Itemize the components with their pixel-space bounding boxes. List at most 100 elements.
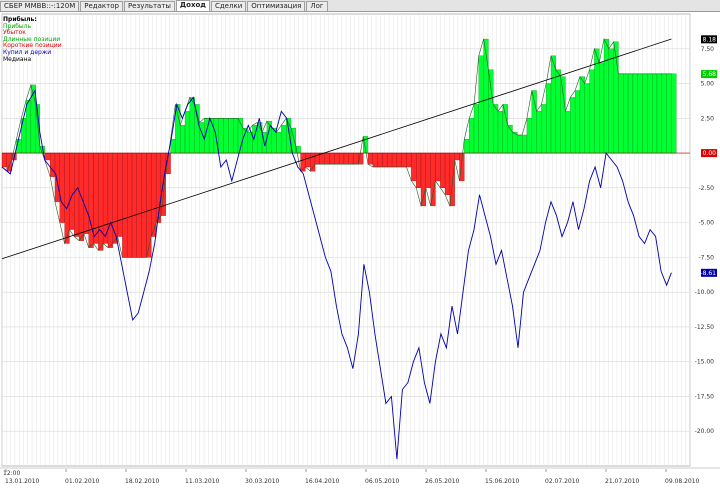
loss-bar <box>367 152 373 165</box>
loss-bar <box>305 152 311 168</box>
loss-bar <box>74 152 80 237</box>
x-tick-label: 11.03.2010 <box>185 478 220 485</box>
loss-bar <box>122 152 128 258</box>
x-tick-label: 16.04.2010 <box>305 478 340 485</box>
tab-income[interactable]: Доход <box>175 0 210 11</box>
loss-bar <box>430 152 436 207</box>
x-tick-label: 06.05.2010 <box>365 478 400 485</box>
y-tick-label: -7.50 <box>698 254 714 261</box>
profit-bar <box>189 97 195 154</box>
income-chart: 7.50 5.00 2.50 0.00 -2.50 -5.00 -7.50 -10.00 -12… <box>0 13 720 485</box>
value-tag-bg <box>701 149 717 158</box>
profit-bar <box>526 118 532 154</box>
loss-bar <box>83 152 89 234</box>
tab-bar: СБЕР MMBB::-:120M Редактор Результаты До… <box>0 0 720 12</box>
value-tag-bg <box>701 70 717 79</box>
profit-bar <box>521 134 528 154</box>
loss-bar <box>416 152 422 188</box>
x-tick-label: 26.05.2010 <box>425 478 460 485</box>
loss-bar <box>334 152 340 165</box>
loss-bar <box>141 152 147 258</box>
legend-item-buyhold: Купил и держи <box>3 48 52 56</box>
profit-bar <box>218 118 224 154</box>
y-tick-label: 7.50 <box>701 46 715 53</box>
loss-bar <box>324 152 330 165</box>
x-tick-label: 01.02.2010 <box>65 478 100 485</box>
tab-trades[interactable]: Сделки <box>210 1 247 11</box>
profit-bar <box>589 69 595 154</box>
legend-title: Прибыль: <box>3 16 37 23</box>
profit-bar <box>623 73 629 154</box>
tab-instrument[interactable]: СБЕР MMBB::-:120M <box>0 1 80 11</box>
value-tag-label: 8.18 <box>703 36 717 43</box>
profit-bar <box>637 73 643 154</box>
loss-bar <box>64 152 70 244</box>
loss-bar <box>372 152 378 168</box>
loss-bar <box>102 152 109 244</box>
profit-bar <box>541 104 547 154</box>
tab-optimization[interactable]: Оптимизация <box>247 1 306 11</box>
profit-bar <box>194 104 200 154</box>
profit-bar <box>473 104 479 154</box>
value-tag-label: -8.61 <box>700 270 716 277</box>
loss-bar <box>310 152 316 172</box>
loss-bar <box>136 152 142 258</box>
legend-item-profit: Прибыль <box>3 22 32 30</box>
loss-bar <box>107 152 113 248</box>
loss-bar <box>411 152 417 182</box>
x-tick-label: 02.07.2010 <box>545 478 580 485</box>
profit-bar <box>478 55 484 154</box>
profit-bar <box>25 100 32 154</box>
profit-bar <box>180 125 186 154</box>
loss-bar <box>59 152 65 223</box>
profit-bar <box>170 139 176 154</box>
median-line <box>1 38 672 260</box>
loss-bar <box>343 152 349 165</box>
loss-bar <box>69 152 75 230</box>
profit-bar <box>618 73 624 154</box>
profit-bar <box>546 83 552 154</box>
loss-bar <box>382 152 388 168</box>
value-tag-label: 0.00 <box>703 150 717 157</box>
profit-bar <box>276 132 282 154</box>
loss-bar <box>117 152 123 237</box>
y-tick-label: -17.50 <box>695 393 715 400</box>
profit-bar <box>464 139 470 154</box>
profit-bar <box>627 73 634 154</box>
profit-bar <box>647 73 653 154</box>
loss-bar <box>1 152 7 168</box>
tab-results[interactable]: Результаты <box>123 1 175 11</box>
loss-bar <box>300 152 306 172</box>
tab-editor[interactable]: Редактор <box>80 1 123 11</box>
loss-bar <box>406 152 412 168</box>
profit-bar <box>632 73 638 154</box>
y-tick-label: 2.50 <box>701 115 715 122</box>
chart-legend: Прибыль: Прибыль Убыток Длинные позиции … <box>3 16 62 63</box>
x-tick-label: 18.02.2010 <box>125 478 160 485</box>
profit-bar <box>233 118 239 154</box>
y-tick-label: -15.00 <box>695 359 715 366</box>
loss-bar <box>329 152 335 165</box>
time-label: 12:00 <box>3 470 20 477</box>
legend-item-long: Длинные позиции <box>3 35 61 43</box>
profit-bar <box>661 73 667 154</box>
profit-bar <box>574 90 581 154</box>
loss-bar <box>387 152 393 168</box>
x-tick-label: 21.07.2010 <box>605 478 640 485</box>
loss-bar <box>444 152 451 195</box>
y-tick-label: -10.00 <box>695 289 715 296</box>
tab-log[interactable]: Лог <box>306 1 328 11</box>
loss-bar <box>440 152 446 188</box>
loss-bar <box>425 152 431 188</box>
y-tick-label: -2.50 <box>698 185 714 192</box>
profit-bar <box>184 111 190 154</box>
value-tag-bg <box>701 268 717 277</box>
loss-bar <box>54 152 60 202</box>
profit-bar <box>228 118 234 154</box>
loss-bar <box>348 152 354 165</box>
loss-bar <box>435 152 441 182</box>
profit-bar <box>536 111 542 154</box>
value-tag-label: 5.68 <box>703 71 717 78</box>
profit-bar <box>493 104 499 154</box>
profit-bar <box>488 69 494 154</box>
